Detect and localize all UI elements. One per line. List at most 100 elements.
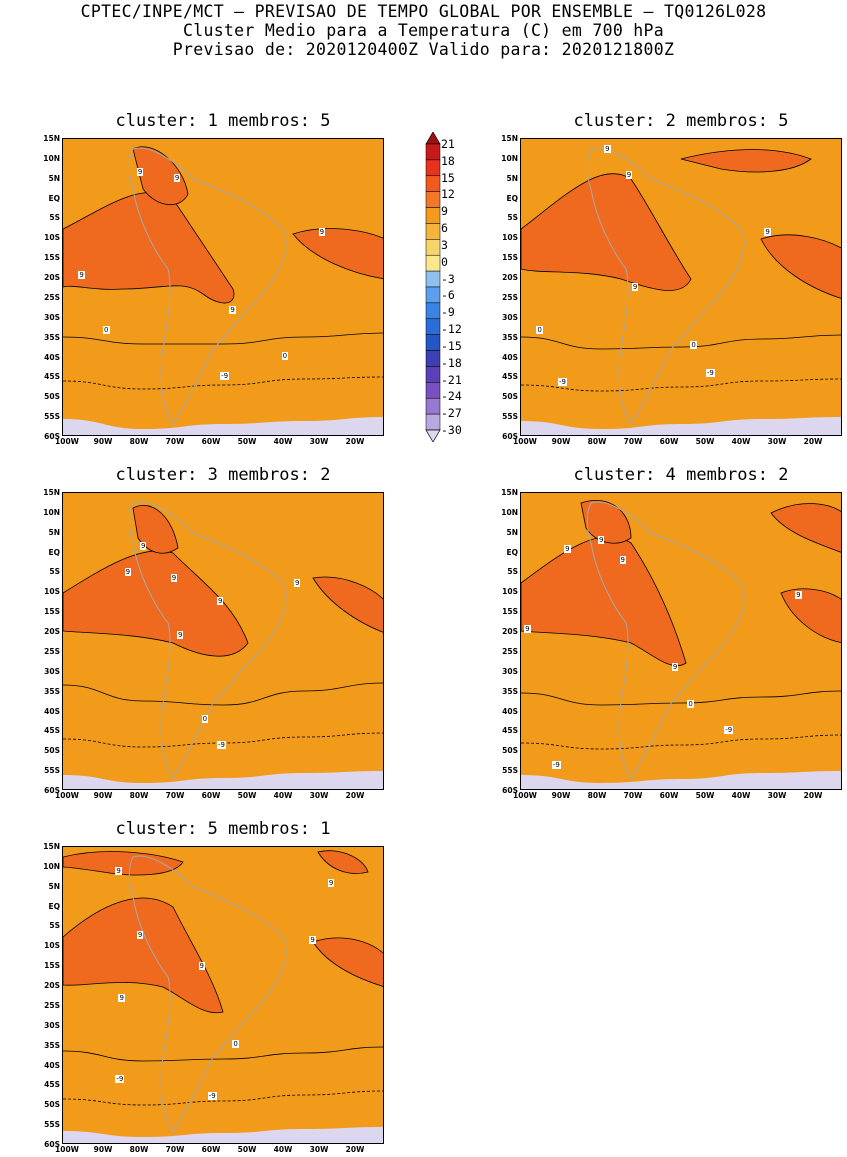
latitude-label: 10S — [502, 587, 518, 597]
contour-label: 9 — [631, 283, 639, 291]
contour-label: 9 — [564, 544, 571, 553]
warm-region — [680, 149, 812, 173]
longitude-label: 100W — [513, 791, 537, 800]
temperature-map — [521, 139, 841, 435]
colorbar-min-arrow — [425, 429, 441, 442]
colorbar-tick-label: -6 — [441, 288, 455, 303]
latitude-label: 5N — [506, 527, 519, 537]
longitude-label: 90W — [551, 437, 571, 446]
contour-label: 9 — [176, 631, 184, 640]
latitude-label: 50S — [502, 392, 518, 402]
colorbar-segment — [425, 350, 441, 367]
contour-label: 9 — [318, 228, 326, 237]
longitude-label: 90W — [93, 437, 113, 446]
longitude-label: 70W — [623, 791, 643, 800]
warm-region — [317, 850, 369, 874]
warm-region — [63, 897, 224, 1014]
contour-label: -9 — [557, 378, 567, 387]
contour-label: 9 — [625, 170, 633, 179]
latitude-label: 25S — [502, 646, 518, 656]
longitude-label: 20W — [803, 437, 823, 446]
longitude-label: 40W — [273, 437, 293, 446]
contour-label: 0 — [103, 326, 110, 335]
header-line-1: CPTEC/INPE/MCT – PREVISAO DE TEMPO GLOBA… — [80, 2, 767, 21]
colorbar-segment — [425, 318, 441, 335]
longitude-label: 80W — [129, 1145, 149, 1154]
contour-label: -9 — [220, 372, 230, 381]
warm-region — [312, 576, 383, 633]
contour-label: 9 — [115, 867, 122, 876]
latitude-label: 30S — [502, 312, 518, 322]
zero-contour — [63, 682, 383, 706]
longitude-label: 90W — [93, 1145, 113, 1154]
latitude-label: 40S — [502, 706, 518, 716]
contour-label: 0 — [201, 714, 209, 723]
contour-label: 9 — [604, 144, 611, 153]
colorbar-segment — [425, 366, 441, 383]
warm-region — [521, 173, 692, 291]
longitude-label: 60W — [201, 1145, 221, 1154]
longitude-label: 80W — [129, 437, 149, 446]
latitude-label: EQ — [48, 193, 61, 203]
longitude-label: 100W — [55, 437, 79, 446]
latitude-label: 45S — [44, 726, 60, 736]
latitude-label: 10N — [43, 153, 60, 163]
map-panel: 9 9 9 9 9 9 0 -9 -9 — [62, 846, 384, 1144]
latitude-label: 10N — [501, 153, 518, 163]
latitude-label: 35S — [44, 332, 60, 342]
longitude-label: 40W — [273, 791, 293, 800]
longitude-label: 30W — [309, 437, 329, 446]
latitude-label: 20S — [44, 981, 60, 991]
minus-nine-contour — [63, 376, 383, 390]
map-panel: 9 9 9 9 9 9 0 -9 -9 — [520, 492, 842, 790]
contour-label: 9 — [124, 567, 132, 576]
latitude-label: 60S — [502, 432, 518, 441]
latitude-label: 10N — [501, 507, 518, 517]
minus-nine-contour — [521, 378, 841, 392]
latitude-label: 15S — [44, 253, 60, 263]
continent-outline — [128, 501, 287, 779]
zero-contour — [521, 690, 841, 706]
contour-label: 9 — [764, 228, 771, 237]
colorbar-segment — [425, 286, 441, 304]
longitude-label: 20W — [345, 1145, 365, 1154]
latitude-label: 10N — [43, 507, 60, 517]
map-panel: 9 9 9 9 9 9 0 -9 — [62, 492, 384, 790]
contour-label: -9 — [207, 1091, 217, 1100]
colorbar-tick-label: 12 — [441, 187, 455, 202]
longitude-label: 80W — [587, 437, 607, 446]
latitude-label: 5N — [506, 173, 519, 183]
colorbar-segment — [425, 397, 441, 415]
latitude-label: 60S — [502, 786, 518, 795]
warm-region — [760, 234, 841, 299]
latitude-label: 5N — [48, 173, 61, 183]
latitude-label: 40S — [44, 1060, 60, 1070]
minus-nine-contour — [521, 734, 841, 750]
latitude-label: 25S — [44, 292, 60, 302]
contour-label: 9 — [198, 962, 205, 971]
contour-label: -9 — [724, 726, 734, 735]
latitude-label: 30S — [44, 312, 60, 322]
colorbar — [425, 132, 441, 442]
panel-title: cluster: 2 membros: 5 — [573, 111, 789, 131]
longitude-label: 50W — [237, 791, 257, 800]
latitude-label: 60S — [44, 432, 60, 441]
contour-label: 9 — [170, 573, 178, 582]
zero-contour — [521, 334, 841, 350]
temperature-map — [63, 139, 383, 435]
latitude-label: 15S — [44, 607, 60, 617]
longitude-label: 80W — [129, 791, 149, 800]
latitude-label: 60S — [44, 1140, 60, 1149]
contour-label: -9 — [551, 760, 561, 769]
contour-label: 9 — [327, 878, 335, 887]
latitude-label: 25S — [44, 1000, 60, 1010]
colorbar-tick-label: -24 — [441, 389, 462, 404]
latitude-label: 20S — [502, 627, 518, 637]
contour-label: 9 — [78, 271, 85, 280]
latitude-label: 15S — [44, 961, 60, 971]
contour-label: 9 — [136, 930, 144, 939]
latitude-label: 55S — [502, 766, 518, 776]
contour-label: 9 — [671, 662, 679, 671]
contour-label: 9 — [598, 536, 605, 545]
colorbar-segment — [425, 413, 441, 431]
